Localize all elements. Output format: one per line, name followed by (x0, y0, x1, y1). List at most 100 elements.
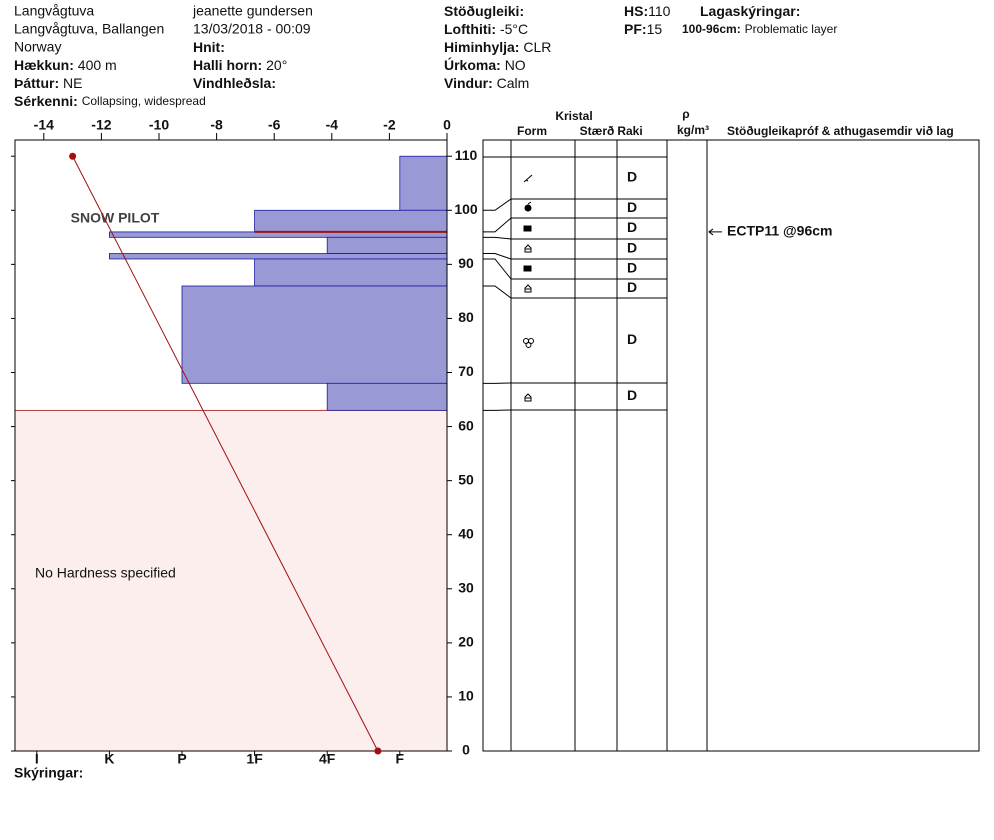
wetness-header: Raki (617, 124, 642, 138)
temp-tick-label: -10 (149, 117, 169, 133)
field-value: 110 (648, 3, 671, 19)
comments-header: Stöðugleikapróf & athugasemdir við lag (727, 124, 954, 138)
crystal-header: Kristal (555, 109, 592, 123)
hardness-tick-label: K (104, 751, 114, 767)
temperature-point (69, 152, 77, 160)
watermark: SNOW PILOT (71, 210, 160, 226)
y-tick-label: 10 (458, 688, 474, 704)
temperature-line (72, 155, 379, 752)
header-field: Þáttur: NE (14, 75, 82, 91)
field-label: HS: (624, 3, 648, 19)
field-value: 20° (266, 57, 287, 73)
temp-tick-label: -4 (326, 117, 339, 133)
layer-connector (483, 258, 512, 280)
form-header: Form (517, 124, 547, 138)
field-label: 100-96cm: (682, 22, 741, 36)
no-hardness-note: No Hardness specified (35, 565, 176, 581)
field-value: NO (505, 57, 526, 73)
header-field: Halli horn: 20° (193, 57, 287, 73)
hardness-bar (326, 236, 448, 254)
field-label: Lagaskýringar: (700, 3, 800, 19)
temp-tick-label: -2 (383, 117, 396, 133)
test-label: ECTP11 @96cm (727, 223, 833, 239)
y-tick-label: 60 (458, 417, 474, 433)
layer-connector (483, 253, 512, 260)
hardness-tick-label: 4F (319, 751, 336, 767)
wetness: D (627, 219, 637, 235)
hardness-bar (181, 285, 448, 384)
hardness-bar (254, 258, 448, 287)
field-value: Problematic layer (745, 22, 838, 36)
wetness: D (627, 279, 637, 295)
field-label: Vindhleðsla: (193, 75, 276, 91)
layer-connector (483, 236, 512, 240)
field-value: Collapsing, widespread (82, 94, 206, 108)
y-tick-label: 40 (458, 525, 474, 541)
field-label: Lofthiti: (444, 21, 496, 37)
wetness: D (627, 387, 637, 403)
field-label: Sérkenni: (14, 93, 78, 109)
temp-tick-label: -6 (268, 117, 281, 133)
temp-tick-label: 0 (443, 117, 451, 133)
layer-connector (483, 285, 512, 299)
y-tick-label: 80 (458, 309, 474, 325)
country: Norway (14, 39, 61, 55)
header-field: Úrkoma: NO (444, 56, 526, 73)
hardness-bar (326, 382, 448, 411)
field-label: Hnit: (193, 39, 225, 55)
field-value: NE (63, 75, 82, 91)
y-tick-label: 50 (458, 471, 474, 487)
y-tick-label: 20 (458, 634, 474, 650)
density-header: ρ (682, 107, 689, 121)
hardness-tick-label: P (177, 751, 186, 767)
y-tick-label: 100 (454, 201, 478, 217)
field-label: Himinhylja: (444, 39, 519, 55)
wetness: D (627, 169, 637, 185)
hardness-bar (399, 155, 448, 211)
temp-tick-label: -14 (34, 117, 54, 133)
table-frame (482, 139, 980, 752)
wetness: D (627, 331, 637, 347)
field-value: 400 m (78, 57, 117, 73)
hardness-tick-label: I (35, 751, 39, 767)
hardness-tick-label: 1F (246, 751, 263, 767)
wetness: D (627, 240, 637, 256)
y-tick-label: 90 (458, 255, 474, 271)
y-tick-label: 70 (458, 363, 474, 379)
layer-connector (483, 198, 512, 211)
field-label: Vindur: (444, 75, 493, 91)
temperature-point (374, 747, 382, 755)
field-label: Stöðugleiki: (444, 3, 524, 19)
field-value: CLR (523, 39, 551, 55)
datetime: 13/03/2018 - 00:09 (193, 21, 311, 37)
density-unit: kg/m³ (677, 123, 709, 137)
hardness-tick-label: F (396, 751, 405, 767)
field-value: 15 (647, 21, 663, 37)
grain-icons (523, 174, 534, 402)
field-label: Úrkoma: (444, 56, 501, 73)
header-field: Lofthiti: -5°C (444, 21, 528, 37)
field-value: -5°C (500, 21, 528, 37)
layer-connector (483, 217, 512, 233)
header-field: Hnit: (193, 39, 225, 55)
location: Langvågtuva, Ballangen (14, 21, 164, 37)
plot-frame (14, 139, 448, 752)
header-field: Stöðugleiki: (444, 3, 524, 19)
header-field: HS:110 (624, 3, 671, 19)
temp-tick-label: -12 (91, 117, 111, 133)
observer: jeanette gundersen (192, 3, 313, 19)
notes-label: Skýringar: (14, 765, 83, 781)
y-tick-label: 0 (462, 742, 470, 758)
size-header: Stærð (580, 124, 615, 138)
field-label: Hækkun: (14, 57, 74, 73)
field-label: Halli horn: (193, 57, 262, 73)
header-field: Vindur: Calm (444, 75, 529, 91)
hardness-bar (254, 209, 448, 233)
y-tick-label: 30 (458, 579, 474, 595)
field-label: Þáttur: (14, 75, 59, 91)
temp-tick-label: -8 (210, 117, 223, 133)
wetness: D (627, 260, 637, 276)
header-field: 100-96cm: Problematic layer (682, 21, 837, 37)
header-field: Sérkenni: Collapsing, widespread (14, 93, 206, 109)
